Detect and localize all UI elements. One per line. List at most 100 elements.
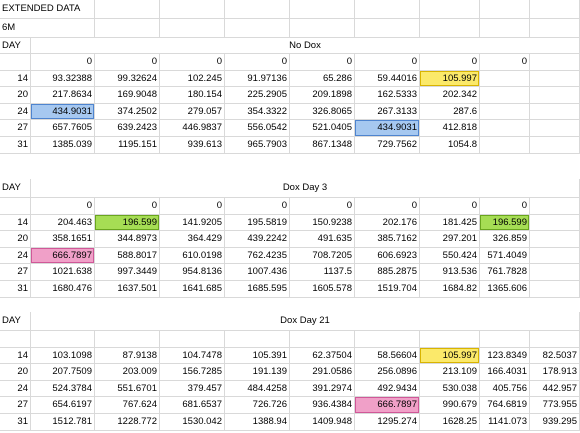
day-value-cell[interactable]: 24 [0,380,31,398]
value-cell[interactable]: 681.6537 [160,397,225,414]
value-cell[interactable]: 204.463 [31,214,95,232]
value-cell[interactable]: 1021.638 [31,264,95,281]
day-value-cell[interactable]: 14 [0,347,31,365]
value-cell[interactable]: 1637.501 [95,281,160,298]
empty-cell[interactable] [530,120,580,137]
value-cell[interactable]: 726.726 [225,397,290,414]
value-cell[interactable]: 442.957 [530,380,580,398]
day-value-cell[interactable]: 31 [0,137,31,154]
value-cell[interactable]: 867.1348 [290,137,355,154]
value-cell[interactable]: 939.295 [530,414,580,431]
value-cell[interactable]: 439.2242 [225,231,290,248]
zero-cell[interactable]: 0 [480,198,530,215]
empty-cell[interactable] [95,331,160,348]
value-cell[interactable]: 162.5333 [355,87,420,104]
value-cell[interactable]: 1388.94 [225,414,290,431]
value-cell[interactable]: 990.679 [420,397,480,414]
value-cell[interactable]: 491.635 [290,231,355,248]
highlighted-value-cell[interactable]: 105.997 [420,347,480,365]
zero-cell[interactable]: 0 [31,198,95,215]
empty-cell[interactable] [530,0,580,19]
value-cell[interactable]: 217.8634 [31,87,95,104]
empty-cell[interactable] [530,264,580,281]
empty-cell[interactable] [225,19,290,38]
value-cell[interactable]: 764.6819 [480,397,530,414]
value-cell[interactable]: 191.139 [225,364,290,381]
day-value-cell[interactable]: 20 [0,364,31,381]
highlighted-value-cell[interactable]: 666.7897 [31,247,95,265]
empty-cell[interactable] [95,0,160,19]
value-cell[interactable]: 202.176 [355,214,420,232]
empty-cell[interactable] [290,19,355,38]
empty-cell[interactable] [530,231,580,248]
empty-cell[interactable] [530,103,580,121]
value-cell[interactable]: 1054.8 [420,137,480,154]
day-header[interactable]: DAY [0,38,31,54]
value-cell[interactable]: 492.9434 [355,380,420,398]
value-cell[interactable]: 291.0586 [290,364,355,381]
highlighted-value-cell[interactable]: 196.599 [480,214,530,232]
sheet-title[interactable]: EXTENDED DATA [0,0,95,19]
value-cell[interactable]: 997.3449 [95,264,160,281]
value-cell[interactable]: 1365.606 [480,281,530,298]
value-cell[interactable]: 556.0542 [225,120,290,137]
day-value-cell[interactable]: 14 [0,214,31,232]
empty-cell[interactable] [160,331,225,348]
value-cell[interactable]: 913.536 [420,264,480,281]
day-value-cell[interactable]: 20 [0,87,31,104]
zero-cell[interactable]: 0 [160,198,225,215]
value-cell[interactable]: 104.7478 [160,347,225,365]
value-cell[interactable]: 1685.595 [225,281,290,298]
value-cell[interactable]: 156.7285 [160,364,225,381]
value-cell[interactable]: 1385.039 [31,137,95,154]
value-cell[interactable]: 326.859 [480,231,530,248]
zero-cell[interactable]: 0 [355,54,420,71]
zero-cell[interactable]: 0 [420,54,480,71]
empty-cell[interactable] [480,120,530,137]
zero-cell[interactable]: 0 [31,54,95,71]
value-cell[interactable]: 521.0405 [290,120,355,137]
zero-cell[interactable]: 0 [225,54,290,71]
empty-cell[interactable] [530,54,580,71]
empty-cell[interactable] [355,19,420,38]
value-cell[interactable]: 954.8136 [160,264,225,281]
value-cell[interactable]: 364.429 [160,231,225,248]
value-cell[interactable]: 391.2974 [290,380,355,398]
empty-cell[interactable] [290,331,355,348]
value-cell[interactable]: 1519.704 [355,281,420,298]
value-cell[interactable]: 405.756 [480,380,530,398]
value-cell[interactable]: 936.4384 [290,397,355,414]
empty-cell[interactable] [0,331,31,348]
highlighted-value-cell[interactable]: 666.7897 [355,397,420,414]
empty-cell[interactable] [355,0,420,19]
empty-cell[interactable] [290,0,355,19]
empty-cell[interactable] [225,0,290,19]
value-cell[interactable]: 267.3133 [355,103,420,121]
day-header[interactable]: DAY [0,179,31,198]
value-cell[interactable]: 654.6197 [31,397,95,414]
day-value-cell[interactable]: 27 [0,264,31,281]
value-cell[interactable]: 91.97136 [225,70,290,88]
zero-cell[interactable]: 0 [95,54,160,71]
zero-cell[interactable]: 0 [95,198,160,215]
day-value-cell[interactable]: 31 [0,281,31,298]
empty-cell[interactable] [530,19,580,38]
value-cell[interactable]: 58.56604 [355,347,420,365]
value-cell[interactable]: 588.8017 [95,247,160,265]
sheet-subtitle[interactable]: 6M [0,19,95,38]
value-cell[interactable]: 344.8973 [95,231,160,248]
highlighted-value-cell[interactable]: 105.997 [420,70,480,88]
value-cell[interactable]: 729.7562 [355,137,420,154]
zero-cell[interactable]: 0 [355,198,420,215]
value-cell[interactable]: 524.3784 [31,380,95,398]
value-cell[interactable]: 326.8065 [290,103,355,121]
value-cell[interactable]: 1530.042 [160,414,225,431]
value-cell[interactable]: 105.391 [225,347,290,365]
day-value-cell[interactable]: 14 [0,70,31,88]
value-cell[interactable]: 256.0896 [355,364,420,381]
day-value-cell[interactable]: 31 [0,414,31,431]
value-cell[interactable]: 484.4258 [225,380,290,398]
value-cell[interactable]: 379.457 [160,380,225,398]
value-cell[interactable]: 571.4049 [480,247,530,265]
value-cell[interactable]: 166.4031 [480,364,530,381]
